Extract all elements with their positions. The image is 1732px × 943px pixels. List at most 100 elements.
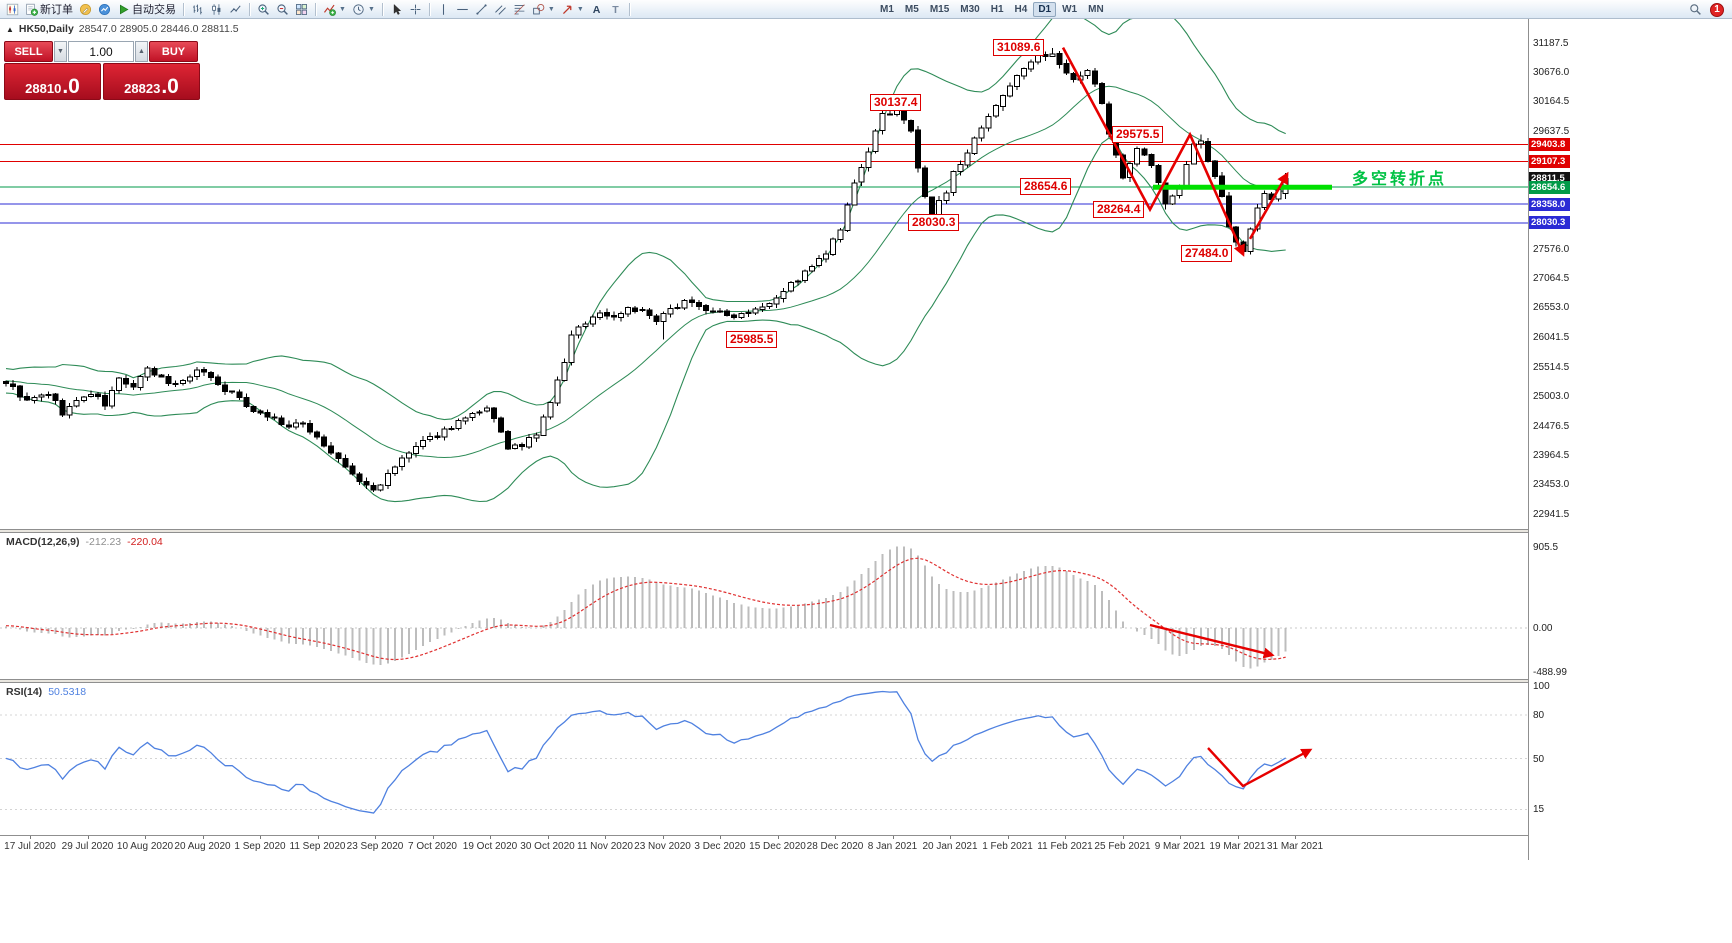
date-label: 23 Sep 2020 xyxy=(346,841,404,852)
arrows-button[interactable]: ▼ xyxy=(558,1,587,18)
strategy-tester-button[interactable] xyxy=(95,1,114,18)
cursor-button[interactable] xyxy=(387,1,406,18)
date-axis[interactable]: 17 Jul 2020 29 Jul 2020 10 Aug 2020 20 Aug … xyxy=(0,835,1528,860)
tf-button-H1[interactable]: H1 xyxy=(990,4,1004,15)
bar-chart-mode-button[interactable] xyxy=(188,1,207,18)
date-label: 20 Jan 2021 xyxy=(922,841,978,852)
pane-separator[interactable] xyxy=(0,679,1568,683)
price-callout[interactable]: 25985.5 xyxy=(726,330,778,348)
vertical-line-button[interactable] xyxy=(434,1,453,18)
text-a-icon: A xyxy=(592,4,600,16)
x-axis-tick xyxy=(547,836,549,839)
hline-icon xyxy=(457,8,468,10)
tf-button-M5[interactable]: M5 xyxy=(904,4,919,15)
volume-input[interactable] xyxy=(68,41,134,62)
price-callout[interactable]: 31089.6 xyxy=(993,39,1045,57)
rsi-axis-tick: 80 xyxy=(1533,710,1545,721)
y-axis-tick: 30676.0 xyxy=(1533,66,1570,78)
price-callout[interactable]: 29575.5 xyxy=(1112,125,1164,143)
metaeditor-button[interactable] xyxy=(76,1,95,18)
sell-price-main: 28810 xyxy=(25,81,62,96)
rsi-canvas[interactable] xyxy=(0,683,1528,835)
date-label: 3 Dec 2020 xyxy=(694,841,746,852)
date-label: 19 Mar 2021 xyxy=(1209,841,1266,852)
price-callout[interactable]: 28264.4 xyxy=(1093,200,1145,218)
main-chart-canvas[interactable] xyxy=(0,19,1528,529)
autotrading-button[interactable]: 自动交易 xyxy=(114,1,179,18)
x-axis-tick xyxy=(1295,836,1296,839)
y-axis-tick: 26041.5 xyxy=(1533,331,1570,343)
price-callout[interactable]: 28654.6 xyxy=(1020,178,1072,196)
text-label-button[interactable]: T xyxy=(606,1,625,18)
horizontal-line-button[interactable] xyxy=(453,1,472,18)
equidistant-channel-button[interactable] xyxy=(491,1,510,18)
shapes-button[interactable]: ▼ xyxy=(529,1,558,18)
sell-button[interactable]: SELL xyxy=(4,41,53,62)
macd-signal-value: -220.04 xyxy=(127,536,163,548)
buy-button[interactable]: BUY xyxy=(149,41,198,62)
arrow-obj-icon xyxy=(562,5,572,14)
tf-button-M1[interactable]: M1 xyxy=(880,4,894,15)
indicators-button[interactable]: ▼ xyxy=(320,1,349,18)
sell-price-display[interactable]: 28810.0 xyxy=(4,63,101,100)
new-chart-button[interactable] xyxy=(3,1,22,18)
price-scale[interactable]: 31187.5 30676.0 30164.5 29637.5 27576.0 27064… xyxy=(1528,19,1570,860)
x-axis-tick xyxy=(317,836,319,839)
tile-windows-button[interactable] xyxy=(292,1,311,18)
price-callout[interactable]: 28030.3 xyxy=(908,213,960,231)
zoom-out-button[interactable] xyxy=(273,1,292,18)
price-callout[interactable]: 30137.4 xyxy=(870,93,922,111)
price-level-tag: 29107.3 xyxy=(1529,154,1570,168)
volume-increase-button[interactable]: ▲ xyxy=(135,41,148,62)
tf-button-M15[interactable]: M15 xyxy=(929,4,950,15)
buy-price-main: 28823 xyxy=(124,81,161,96)
x-axis-tick xyxy=(892,836,894,839)
pane-separator[interactable] xyxy=(0,529,1568,533)
price-callout[interactable]: 27484.0 xyxy=(1181,245,1233,263)
y-axis-tick: 29637.5 xyxy=(1533,126,1570,138)
main-chart-pane[interactable]: ▲ HK50,Daily 28547.0 28905.0 28446.0 288… xyxy=(0,19,1528,529)
macd-pane[interactable]: MACD(12,26,9) -212.23 -220.04 xyxy=(0,533,1528,679)
date-label: 15 Dec 2020 xyxy=(749,841,806,852)
y-axis-tick: 30164.5 xyxy=(1533,96,1570,107)
crosshair-button[interactable] xyxy=(406,1,425,18)
channel-icon xyxy=(494,4,506,15)
line-chart-mode-button[interactable] xyxy=(226,1,245,18)
one-click-trading-panel: SELL ▼ ▲ BUY 28810.0 28823.0 xyxy=(4,41,200,100)
text-t-icon: T xyxy=(612,4,619,16)
rsi-label: RSI(14) 50.5318 xyxy=(6,686,86,698)
notification-badge[interactable]: 1 xyxy=(1710,2,1724,17)
volume-decrease-button[interactable]: ▼ xyxy=(54,41,67,62)
toolbar-separator xyxy=(428,2,430,16)
date-label: 31 Mar 2021 xyxy=(1266,841,1324,852)
tf-button-D1[interactable]: D1 xyxy=(1033,2,1057,17)
zoom-in-icon xyxy=(258,3,269,15)
date-label: 1 Sep 2020 xyxy=(234,841,286,852)
new-order-button[interactable]: 新订单 xyxy=(22,1,76,18)
date-label: 10 Aug 2020 xyxy=(116,841,174,852)
tf-button-M30[interactable]: M30 xyxy=(960,4,980,15)
svg-text:A: A xyxy=(592,4,600,16)
macd-axis-tick: 0.00 xyxy=(1533,623,1553,634)
text-button[interactable]: A xyxy=(587,1,606,18)
rsi-pane[interactable]: RSI(14) 50.5318 xyxy=(0,683,1528,835)
date-label: 19 Oct 2020 xyxy=(462,841,518,852)
periods-button[interactable]: ▼ xyxy=(349,1,378,18)
zoom-out-icon xyxy=(277,3,288,15)
zoom-in-button[interactable] xyxy=(254,1,273,18)
fibonacci-button[interactable] xyxy=(510,1,529,18)
tf-button-MN[interactable]: MN xyxy=(1088,4,1104,15)
tf-button-W1[interactable]: W1 xyxy=(1062,4,1078,15)
y-axis-tick: 26553.0 xyxy=(1533,302,1570,314)
macd-canvas[interactable] xyxy=(0,533,1528,679)
trendline-button[interactable] xyxy=(472,1,491,18)
tf-button-H4[interactable]: H4 xyxy=(1014,4,1028,15)
turning-point-annotation[interactable]: 多空转折点 xyxy=(1352,171,1448,188)
clock-icon xyxy=(353,3,364,15)
search-icon[interactable] xyxy=(1689,3,1702,16)
buy-price-display[interactable]: 28823.0 xyxy=(103,63,200,100)
chevron-down-icon: ▼ xyxy=(547,5,555,13)
candle-chart-mode-button[interactable] xyxy=(207,1,226,18)
macd-axis-tick: 905.5 xyxy=(1533,542,1559,553)
x-axis-tick xyxy=(1122,836,1124,839)
